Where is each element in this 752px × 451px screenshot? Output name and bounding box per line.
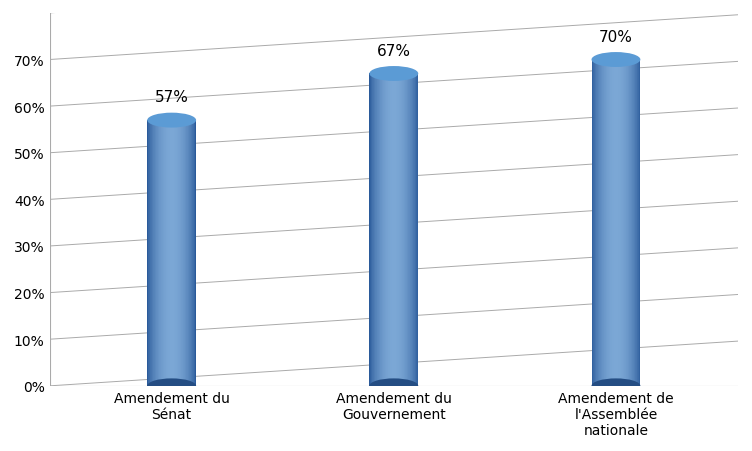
Ellipse shape: [147, 113, 196, 128]
Ellipse shape: [369, 67, 418, 82]
Ellipse shape: [592, 53, 641, 68]
Text: 67%: 67%: [377, 44, 411, 59]
Text: 57%: 57%: [155, 90, 189, 105]
Ellipse shape: [592, 378, 641, 393]
Text: 70%: 70%: [599, 30, 633, 45]
Ellipse shape: [369, 378, 418, 393]
Ellipse shape: [147, 378, 196, 393]
